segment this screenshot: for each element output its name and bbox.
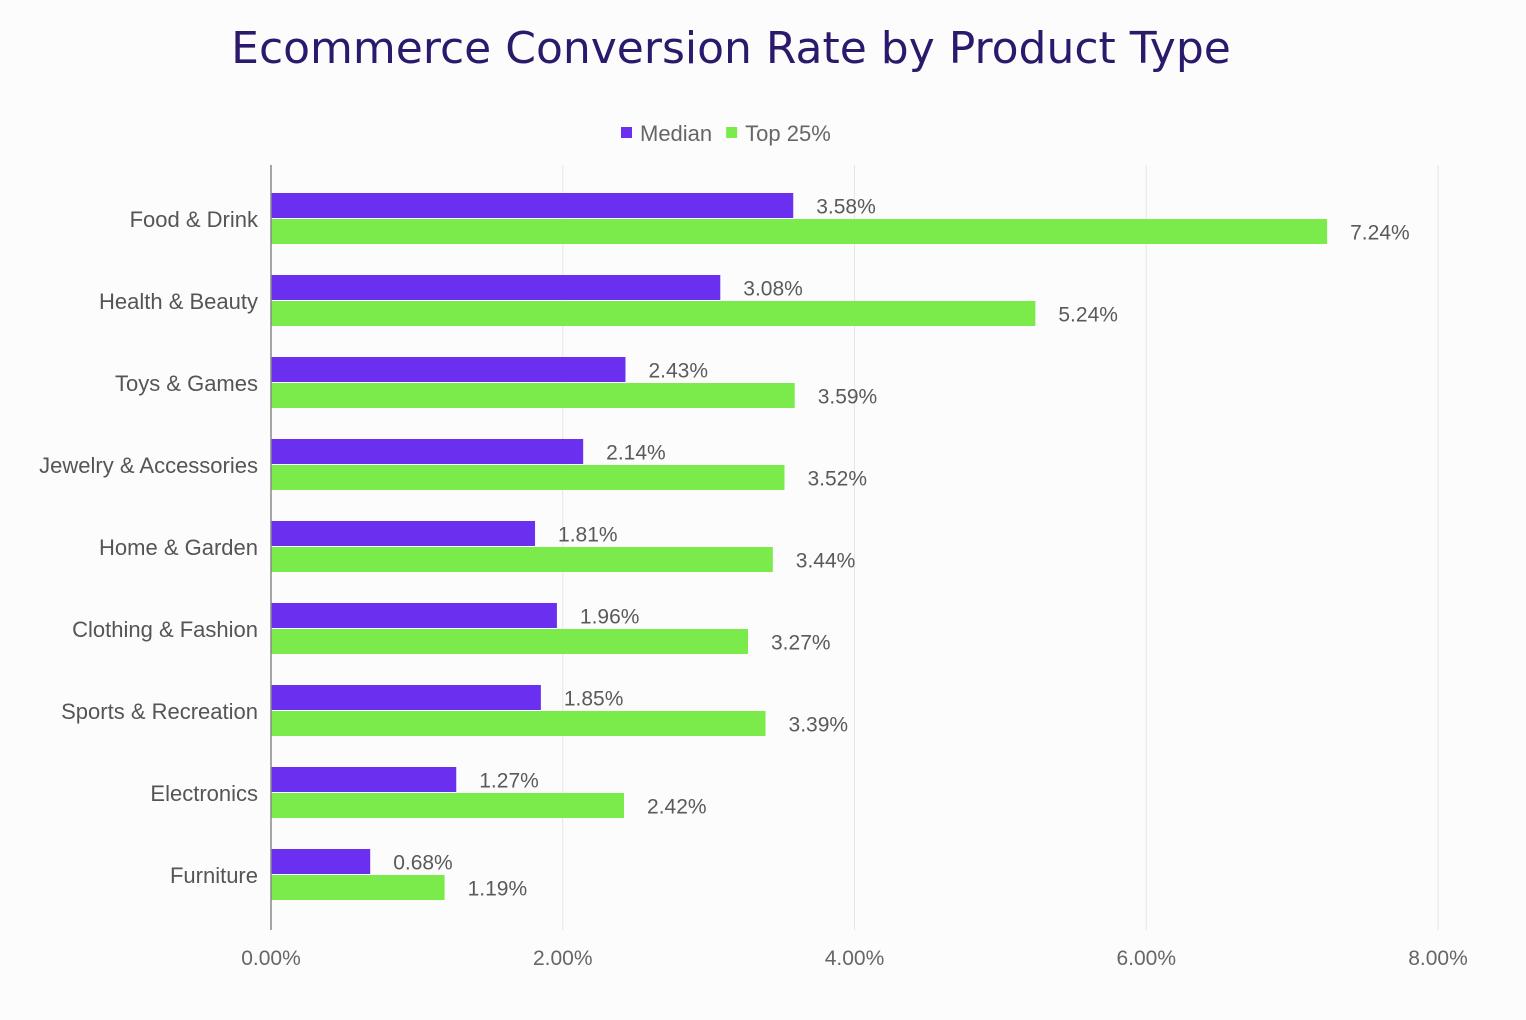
bar-top25 bbox=[271, 711, 766, 736]
bar-top25 bbox=[271, 875, 445, 900]
category-label: Jewelry & Accessories bbox=[39, 453, 258, 478]
category-label: Sports & Recreation bbox=[61, 699, 258, 724]
data-label: 1.81% bbox=[558, 524, 618, 547]
x-tick-labels: 0.00% 2.00% 4.00% 6.00% 8.00% bbox=[241, 947, 1468, 970]
data-label: 1.19% bbox=[468, 878, 528, 901]
x-tick-label: 0.00% bbox=[241, 947, 301, 970]
chart-title: Ecommerce Conversion Rate by Product Typ… bbox=[231, 23, 1231, 74]
bar-top25 bbox=[271, 383, 795, 408]
bar-top25 bbox=[271, 219, 1328, 244]
bar-top25 bbox=[271, 547, 773, 572]
bar-median bbox=[271, 603, 557, 628]
category-labels: Food & Drink Health & Beauty Toys & Games J… bbox=[39, 207, 259, 888]
data-label: 2.43% bbox=[648, 360, 708, 383]
data-label: 3.27% bbox=[771, 632, 831, 655]
legend: Median Top 25% bbox=[621, 121, 831, 146]
category-label: Food & Drink bbox=[130, 207, 259, 232]
bar-median bbox=[271, 521, 536, 546]
bar-median bbox=[271, 357, 626, 382]
bar-median bbox=[271, 275, 721, 300]
category-label: Clothing & Fashion bbox=[72, 617, 258, 642]
x-tick-label: 4.00% bbox=[825, 947, 885, 970]
category-label: Home & Garden bbox=[99, 535, 258, 560]
bar-top25 bbox=[271, 629, 749, 654]
bar-median bbox=[271, 685, 541, 710]
data-label: 3.52% bbox=[807, 468, 867, 491]
bar-top25 bbox=[271, 465, 785, 490]
data-label: 2.14% bbox=[606, 442, 666, 465]
data-label: 1.27% bbox=[479, 770, 539, 793]
x-tick-label: 2.00% bbox=[533, 947, 593, 970]
legend-swatch bbox=[726, 127, 738, 138]
category-label: Electronics bbox=[150, 781, 258, 806]
bar-median bbox=[271, 193, 794, 218]
data-label: 1.96% bbox=[580, 606, 640, 629]
bar-top25 bbox=[271, 793, 625, 818]
data-label: 5.24% bbox=[1058, 304, 1118, 327]
data-label: 1.85% bbox=[564, 688, 624, 711]
legend-swatch bbox=[621, 127, 632, 138]
bars: 3.58% 7.24% 3.08% 5.24% 2.43% 3.59% 2.14% 3.52%… bbox=[271, 193, 1410, 901]
data-label: 3.44% bbox=[796, 550, 856, 573]
bar-median bbox=[271, 439, 584, 464]
data-label: 3.39% bbox=[789, 714, 849, 737]
bar-median bbox=[271, 767, 457, 792]
x-tick-label: 6.00% bbox=[1116, 947, 1176, 970]
legend-label: Median bbox=[640, 121, 712, 146]
data-label: 3.08% bbox=[743, 278, 803, 301]
category-label: Health & Beauty bbox=[99, 289, 258, 314]
bar-median bbox=[271, 849, 371, 874]
data-label: 0.68% bbox=[393, 852, 453, 875]
category-label: Furniture bbox=[170, 863, 258, 888]
legend-label: Top 25% bbox=[745, 121, 831, 146]
x-tick-label: 8.00% bbox=[1408, 947, 1468, 970]
data-label: 7.24% bbox=[1350, 222, 1410, 245]
data-label: 3.58% bbox=[816, 196, 876, 219]
bar-top25 bbox=[271, 301, 1036, 326]
data-label: 3.59% bbox=[818, 386, 878, 409]
category-label: Toys & Games bbox=[115, 371, 258, 396]
data-label: 2.42% bbox=[647, 796, 707, 819]
